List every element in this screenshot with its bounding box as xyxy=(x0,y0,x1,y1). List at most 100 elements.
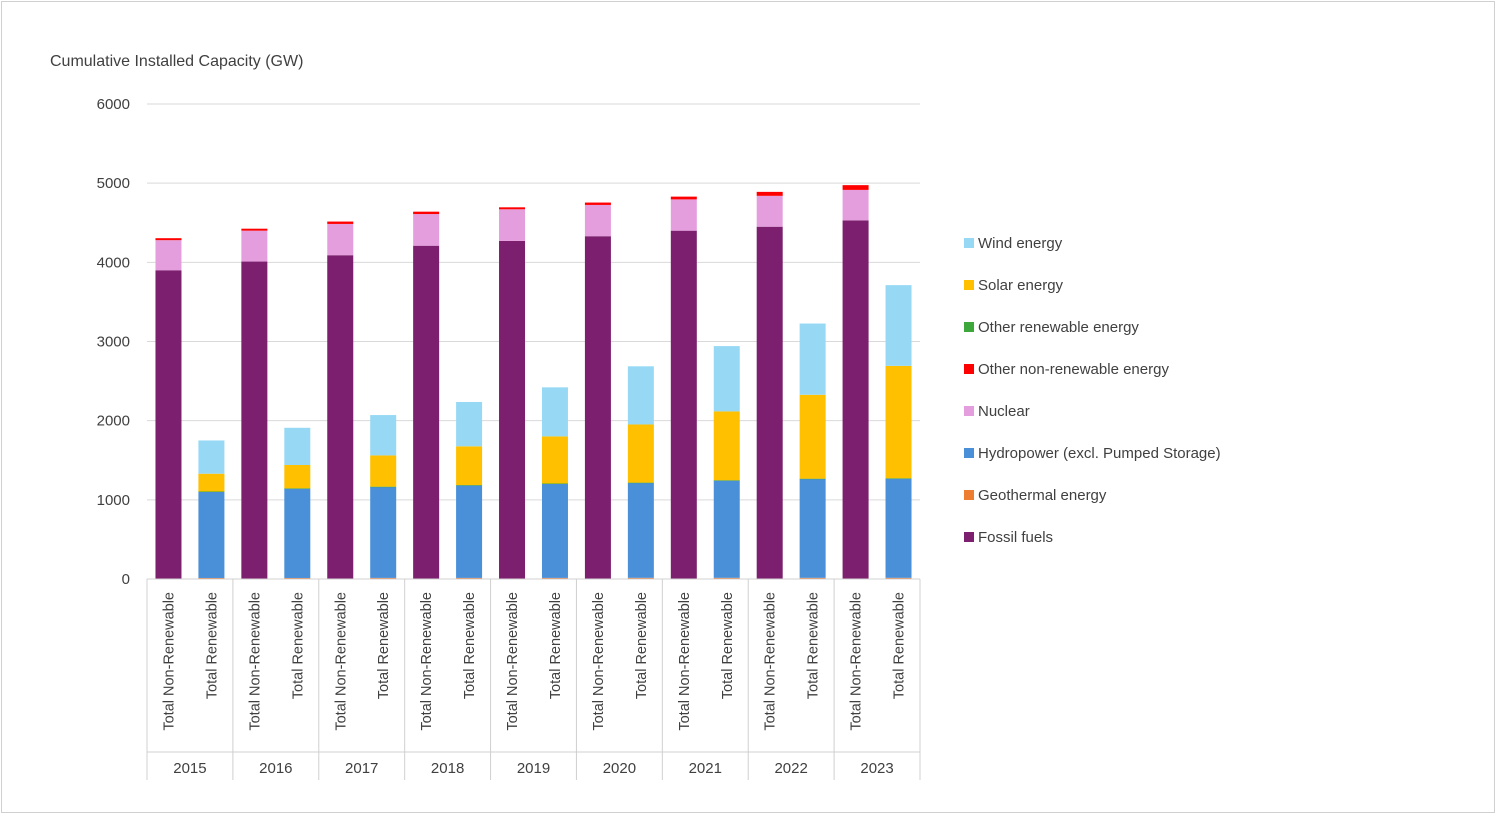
bar-hydro-2019-renewable xyxy=(541,483,568,578)
x-year-label: 2023 xyxy=(860,760,893,777)
bar-other_ren-2017-renewable xyxy=(370,486,397,488)
bar-other_nonren-2021-nonrenewable xyxy=(670,196,697,200)
bar-wind-2016-renewable xyxy=(284,427,311,465)
x-year-label: 2018 xyxy=(431,760,464,777)
x-category-label: Total Renewable xyxy=(548,592,564,699)
bar-other_nonren-2017-nonrenewable xyxy=(327,221,354,224)
bar-fossil-2019-nonrenewable xyxy=(499,240,526,580)
bar-fossil-2016-nonrenewable xyxy=(241,261,268,579)
bar-other_ren-2018-renewable xyxy=(456,485,483,486)
legend-swatch-geothermal xyxy=(964,490,974,500)
bar-fossil-2018-nonrenewable xyxy=(413,245,440,580)
bar-hydro-2017-renewable xyxy=(370,486,397,578)
x-category-label: Total Renewable xyxy=(720,592,736,699)
bar-solar-2020-renewable xyxy=(627,424,654,483)
bar-fossil-2017-nonrenewable xyxy=(327,255,354,580)
bar-solar-2015-renewable xyxy=(198,473,225,492)
bar-nuclear-2017-nonrenewable xyxy=(327,223,354,256)
bar-hydro-2020-renewable xyxy=(627,482,654,578)
bar-hydro-2023-renewable xyxy=(885,478,912,578)
bar-geothermal-2015-renewable xyxy=(198,577,225,579)
y-tick-label: 3000 xyxy=(97,334,130,351)
bar-nuclear-2018-nonrenewable xyxy=(413,214,440,246)
y-tick-label: 6000 xyxy=(97,96,130,113)
legend-label-solar: Solar energy xyxy=(978,277,1064,294)
legend-swatch-wind xyxy=(964,238,974,248)
bar-hydro-2018-renewable xyxy=(456,485,483,578)
x-category-label: Total Renewable xyxy=(892,592,908,699)
x-category-label: Total Renewable xyxy=(806,592,822,699)
legend-swatch-other_ren xyxy=(964,322,974,332)
legend-label-hydro: Hydropower (excl. Pumped Storage) xyxy=(978,445,1221,462)
legend-label-fossil: Fossil fuels xyxy=(978,529,1053,546)
axes: 0 1000 2000 3000 4000 5000 6000 Total Non-Renew… xyxy=(97,96,921,780)
bar-nuclear-2015-nonrenewable xyxy=(155,240,182,271)
x-category-label: Total Renewable xyxy=(462,592,478,699)
bar-solar-2019-renewable xyxy=(541,436,568,484)
bar-wind-2022-renewable xyxy=(799,323,826,395)
bar-hydro-2021-renewable xyxy=(713,480,740,578)
y-axis-title: Cumulative Installed Capacity (GW) xyxy=(50,53,303,70)
bar-other_ren-2019-renewable xyxy=(541,483,568,485)
x-category-label: Total Non-Renewable xyxy=(161,592,177,731)
bar-geothermal-2021-renewable xyxy=(713,577,740,579)
bar-nuclear-2022-nonrenewable xyxy=(756,195,783,227)
y-tick-label: 5000 xyxy=(97,175,130,192)
x-year-label: 2016 xyxy=(259,760,292,777)
bar-wind-2023-renewable xyxy=(885,285,912,366)
bar-geothermal-2017-renewable xyxy=(370,577,397,579)
bar-solar-2017-renewable xyxy=(370,455,397,487)
bar-geothermal-2018-renewable xyxy=(456,577,483,579)
bar-other_nonren-2015-nonrenewable xyxy=(155,238,182,241)
x-year-label: 2017 xyxy=(345,760,378,777)
x-category-label: Total Non-Renewable xyxy=(763,592,779,731)
x-category-label: Total Non-Renewable xyxy=(419,592,435,731)
bar-geothermal-2023-renewable xyxy=(885,577,912,579)
x-category-label: Total Non-Renewable xyxy=(505,592,521,731)
bar-other_nonren-2016-nonrenewable xyxy=(241,228,268,231)
legend-swatch-nuclear xyxy=(964,406,974,416)
bar-geothermal-2022-renewable xyxy=(799,577,826,579)
bar-geothermal-2016-renewable xyxy=(284,577,311,579)
bar-wind-2019-renewable xyxy=(541,387,568,437)
bars xyxy=(155,185,912,580)
bar-solar-2022-renewable xyxy=(799,394,826,479)
legend-swatch-solar xyxy=(964,280,974,290)
x-category-label: Total Renewable xyxy=(634,592,650,699)
bar-other_ren-2023-renewable xyxy=(885,478,912,479)
x-category-label: Total Non-Renewable xyxy=(677,592,693,731)
bar-wind-2015-renewable xyxy=(198,440,225,474)
bar-hydro-2016-renewable xyxy=(284,488,311,578)
legend-swatch-hydro xyxy=(964,448,974,458)
y-tick-label: 0 xyxy=(122,571,130,588)
bar-geothermal-2020-renewable xyxy=(627,577,654,579)
x-year-label: 2021 xyxy=(689,760,722,777)
y-tick-label: 4000 xyxy=(97,254,130,271)
legend-label-wind: Wind energy xyxy=(978,235,1063,252)
bar-wind-2021-renewable xyxy=(713,346,740,412)
legend-swatch-other_nonren xyxy=(964,364,974,374)
bar-other_nonren-2020-nonrenewable xyxy=(584,202,611,205)
bar-geothermal-2019-renewable xyxy=(541,577,568,579)
bar-other_nonren-2023-nonrenewable xyxy=(842,185,869,190)
bar-other_ren-2021-renewable xyxy=(713,480,740,481)
x-year-label: 2020 xyxy=(603,760,636,777)
legend-label-geothermal: Geothermal energy xyxy=(978,487,1107,504)
bar-wind-2020-renewable xyxy=(627,366,654,425)
bar-other_nonren-2019-nonrenewable xyxy=(499,207,526,210)
bar-other_ren-2015-renewable xyxy=(198,491,225,493)
bar-fossil-2022-nonrenewable xyxy=(756,226,783,580)
bar-nuclear-2023-nonrenewable xyxy=(842,189,869,221)
legend-swatch-fossil xyxy=(964,532,974,542)
bar-hydro-2015-renewable xyxy=(198,491,225,578)
bar-other_ren-2020-renewable xyxy=(627,482,654,484)
y-tick-label: 2000 xyxy=(97,413,130,430)
x-year-label: 2022 xyxy=(774,760,807,777)
bar-nuclear-2020-nonrenewable xyxy=(584,204,611,237)
bar-nuclear-2021-nonrenewable xyxy=(670,199,697,231)
legend-label-nuclear: Nuclear xyxy=(978,403,1030,420)
bar-other_nonren-2022-nonrenewable xyxy=(756,191,783,196)
bar-fossil-2015-nonrenewable xyxy=(155,270,182,579)
